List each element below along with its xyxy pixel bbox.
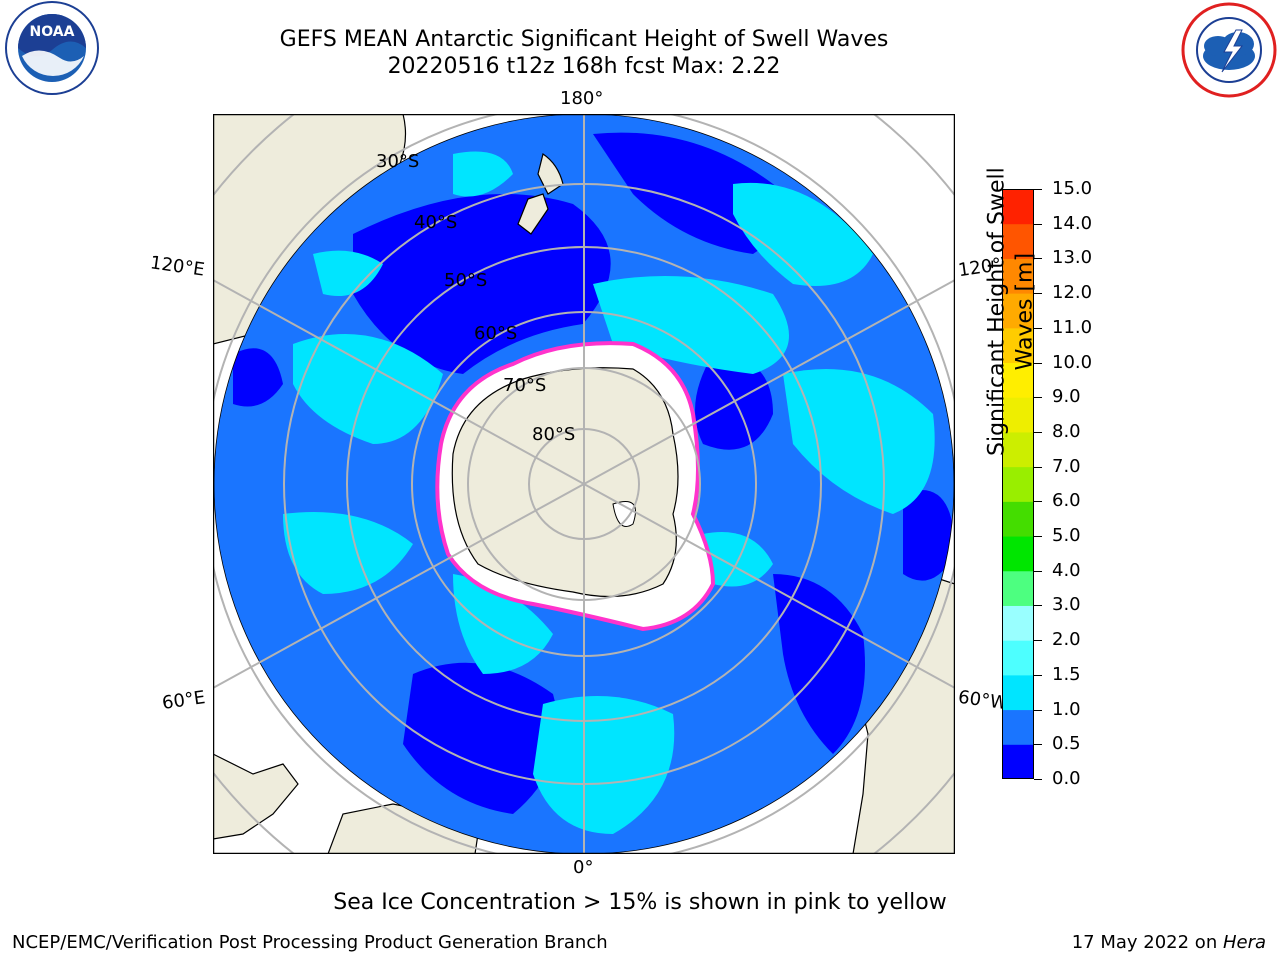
- colorbar-swatch: [1002, 744, 1034, 780]
- colorbar-tick-mark: [1034, 536, 1042, 538]
- colorbar-tick-mark: [1034, 258, 1042, 260]
- noaa-logo: NOAA: [5, 1, 99, 95]
- footer-machine: Hera: [1222, 932, 1266, 953]
- colorbar-border: [1002, 189, 1034, 779]
- lon-label-60e: 60°E: [160, 687, 207, 714]
- colorbar-swatch: [1002, 570, 1034, 606]
- lat-label-40s: 40°S: [414, 212, 458, 233]
- colorbar-swatch: [1002, 258, 1034, 294]
- colorbar-swatches: [1002, 189, 1034, 780]
- colorbar-swatch: [1002, 362, 1034, 398]
- colorbar-title-line2: Waves [m]: [1012, 252, 1038, 371]
- lat-label-50s: 50°S: [444, 270, 488, 291]
- colorbar-tick-mark: [1034, 327, 1042, 329]
- colorbar-tick-label: 2.0: [1052, 629, 1081, 651]
- colorbar-tick-label: 5.0: [1052, 525, 1081, 547]
- colorbar-tick-label: 0.0: [1052, 768, 1081, 789]
- colorbar-tick-label: 11.0: [1052, 316, 1093, 338]
- colorbar-tick-mark: [1034, 223, 1042, 225]
- chart-title: GEFS MEAN Antarctic Significant Height o…: [279, 27, 889, 52]
- colorbar-swatch: [1002, 431, 1034, 468]
- colorbar-swatch: [1002, 189, 1034, 225]
- colorbar-tick-label: 4.0: [1052, 559, 1081, 581]
- colorbar-tick-label: 15.0: [1052, 178, 1093, 199]
- colorbar-swatch: [1002, 327, 1034, 364]
- colorbar-tick-label: 10.0: [1052, 351, 1093, 373]
- colorbar-tick-label: 9.0: [1052, 386, 1081, 408]
- colorbar-swatch: [1002, 223, 1034, 259]
- colorbar-tick-mark: [1034, 744, 1042, 746]
- footer-date: 17 May 2022 on Hera: [1072, 932, 1266, 953]
- colorbar-swatch: [1002, 640, 1034, 676]
- colorbar: [1002, 189, 1034, 780]
- lat-label-80s: 80°S: [532, 424, 576, 445]
- colorbar-tick-mark: [1034, 779, 1042, 780]
- nws-logo: [1181, 2, 1277, 98]
- colorbar-swatch: [1002, 501, 1034, 537]
- colorbar-title-line1: Significant Height of Swell: [984, 167, 1010, 456]
- colorbar-tick-mark: [1034, 431, 1042, 433]
- colorbar-tick-mark: [1034, 674, 1042, 676]
- colorbar-tick-mark: [1034, 570, 1042, 572]
- lon-label-180: 180°: [560, 88, 604, 109]
- colorbar-tick-mark: [1034, 293, 1042, 295]
- longitude-grid: [213, 114, 955, 854]
- lat-label-60s: 60°S: [474, 323, 518, 344]
- colorbar-tick-label: 0.5: [1052, 733, 1081, 755]
- lon-label-0: 0°: [573, 857, 594, 878]
- chart-subtitle: 20220516 t12z 168h fcst Max: 2.22: [387, 54, 781, 79]
- colorbar-swatch: [1002, 466, 1034, 502]
- polar-map: [213, 114, 955, 854]
- colorbar-swatch: [1002, 536, 1034, 572]
- footer-credit: NCEP/EMC/Verification Post Processing Pr…: [12, 932, 608, 953]
- colorbar-tick-mark: [1034, 397, 1042, 399]
- colorbar-swatch: [1002, 605, 1034, 641]
- lon-label-120e: 120°E: [148, 252, 206, 281]
- colorbar-title: Significant Height of Swell Waves [m]: [984, 167, 1040, 456]
- lat-label-30s: 30°S: [376, 151, 420, 172]
- colorbar-tick-label: 14.0: [1052, 212, 1093, 234]
- sea-ice-note: Sea Ice Concentration > 15% is shown in …: [333, 890, 947, 915]
- colorbar-swatch: [1002, 397, 1034, 433]
- colorbar-tick-label: 13.0: [1052, 247, 1093, 269]
- colorbar-tick-label: 12.0: [1052, 282, 1093, 304]
- colorbar-tick-mark: [1034, 640, 1042, 642]
- noaa-logo-text: NOAA: [30, 24, 75, 40]
- colorbar-tick-label: 8.0: [1052, 420, 1081, 442]
- colorbar-swatch: [1002, 674, 1034, 711]
- colorbar-swatch: [1002, 709, 1034, 745]
- colorbar-tick-label: 7.0: [1052, 455, 1081, 477]
- colorbar-tick-label: 6.0: [1052, 490, 1081, 512]
- footer-date-text: 17 May 2022 on: [1071, 932, 1223, 953]
- colorbar-tick-mark: [1034, 605, 1042, 607]
- lat-label-70s: 70°S: [503, 375, 547, 396]
- colorbar-tick-mark: [1034, 362, 1042, 364]
- colorbar-tick-mark: [1034, 709, 1042, 711]
- colorbar-tick-label: 1.5: [1052, 663, 1081, 685]
- colorbar-tick-label: 3.0: [1052, 594, 1081, 616]
- colorbar-tick-mark: [1034, 501, 1042, 503]
- colorbar-swatch: [1002, 293, 1034, 329]
- colorbar-tick-label: 1.0: [1052, 698, 1081, 720]
- colorbar-tick-mark: [1034, 466, 1042, 468]
- colorbar-tick-mark: [1034, 189, 1042, 190]
